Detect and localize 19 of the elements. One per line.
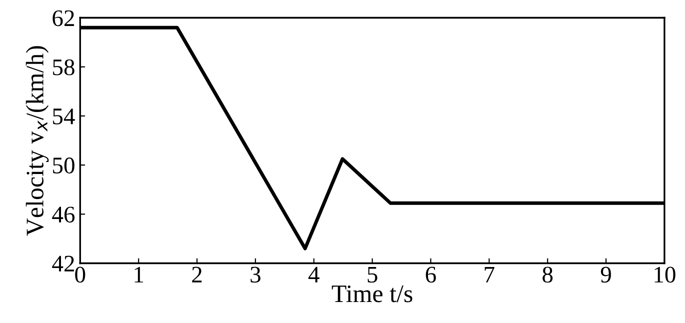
y-tick-label: 46 — [52, 206, 75, 223]
y-tick-label: 42 — [52, 256, 74, 272]
x-tick-label: 8 — [542, 266, 553, 283]
x-axis-title: Time t/s — [332, 285, 412, 302]
x-tick-label: 3 — [250, 266, 260, 283]
y-axis-title: Velocity v$_{x}$/(km/h) — [26, 46, 49, 236]
y-tick-label: 54 — [53, 108, 75, 124]
x-tick-label: 1 — [134, 266, 144, 282]
x-tick-label: 10 — [654, 266, 676, 283]
x-tick-label: 2 — [192, 266, 202, 282]
x-tick-label: 9 — [600, 266, 611, 283]
x-tick-label: 5 — [368, 266, 378, 283]
x-tick-label: 6 — [426, 266, 436, 283]
x-tick-label: 7 — [484, 266, 494, 282]
x-tick-label: 0 — [75, 266, 86, 283]
x-tick-label: 4 — [308, 266, 320, 282]
y-tick-label: 58 — [53, 59, 74, 76]
y-tick-label: 50 — [53, 158, 74, 174]
y-tick-label: 62 — [52, 10, 74, 26]
